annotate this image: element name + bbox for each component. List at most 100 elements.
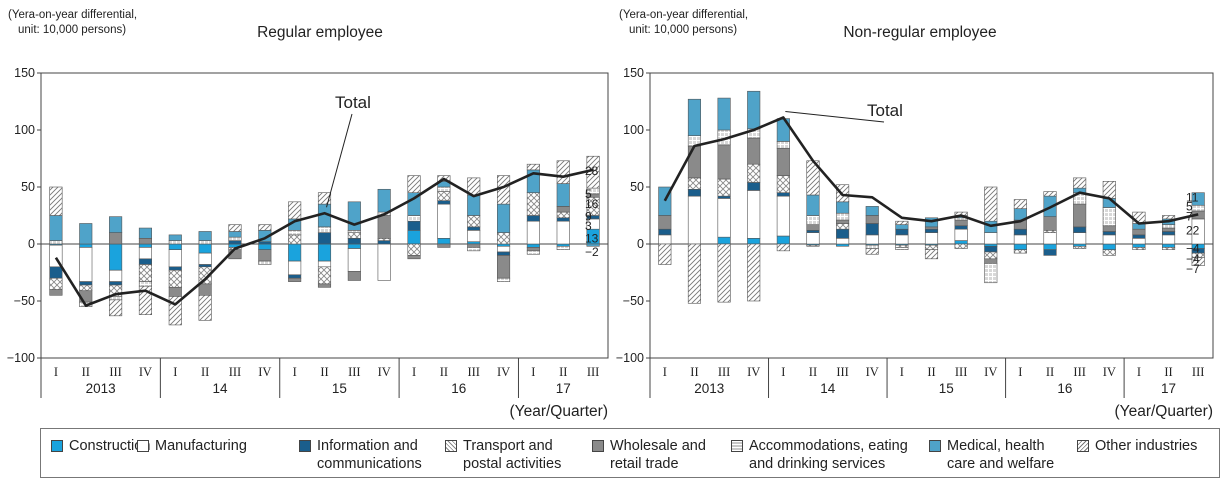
chart-title: Regular employee — [257, 24, 383, 41]
x-tick-label: I — [900, 365, 904, 379]
bar-information-and-communications — [49, 266, 63, 279]
bar-information-and-communications — [138, 258, 152, 265]
end-label: 9 — [585, 210, 592, 224]
year-label: 17 — [1161, 381, 1176, 396]
bar-information-and-communications — [806, 230, 820, 233]
bar-information-and-communications — [717, 195, 731, 199]
bar-information-and-communications — [895, 228, 909, 236]
bar-medical-health-care-and-welfare — [865, 206, 879, 216]
bar-information-and-communications — [924, 228, 939, 233]
x-tick-label: II — [559, 365, 567, 379]
bar-accommodations-eating-and-drinking-services — [895, 247, 909, 250]
bar-construction — [138, 243, 152, 248]
x-tick-label: III — [955, 365, 968, 379]
bar-medical-health-care-and-welfare — [198, 231, 212, 241]
bar-transport-and-postal-activities — [437, 191, 451, 201]
bar-accommodations-eating-and-drinking-services — [865, 244, 879, 249]
regular-employee-chart: −100 −50 0 50 100 150 (Yera-on-year differenti… — [7, 9, 609, 420]
y-tick-label: 100 — [14, 123, 35, 137]
end-label: 28 — [585, 164, 599, 178]
bar-other-industries — [1043, 191, 1057, 197]
legend-label: Other industries — [1095, 438, 1198, 454]
bar-other-industries — [895, 220, 909, 225]
bar-other-industries — [984, 186, 998, 222]
bar-transport-and-postal-activities — [1073, 245, 1087, 249]
bar-medical-health-care-and-welfare — [79, 223, 93, 245]
bar-transport-and-postal-activities — [556, 211, 570, 219]
bar-accommodations-eating-and-drinking-services — [497, 277, 511, 282]
x-tick-label: II — [927, 365, 935, 379]
bar-transport-and-postal-activities — [776, 175, 790, 194]
year-label: 15 — [332, 381, 347, 396]
bar-information-and-communications — [865, 223, 879, 236]
bar-wholesale-and-retail-trade — [747, 137, 761, 165]
bar-other-industries — [747, 243, 761, 302]
bar-construction — [1043, 243, 1057, 250]
x-tick-label: I — [173, 365, 177, 379]
bar-manufacturing — [497, 245, 511, 253]
bar-other-industries — [258, 224, 272, 231]
bar-transport-and-postal-activities — [288, 234, 302, 245]
bar-wholesale-and-retail-trade — [776, 147, 790, 176]
y-tick-label: 50 — [21, 180, 35, 194]
bar-wholesale-and-retail-trade — [1132, 228, 1146, 236]
bar-construction — [1102, 243, 1116, 250]
bar-manufacturing — [377, 243, 391, 281]
bar-information-and-communications — [1102, 231, 1116, 236]
x-tick-label: III — [718, 365, 731, 379]
legend-item-other-industries: Other industries — [1077, 437, 1197, 455]
bar-accommodations-eating-and-drinking-services — [836, 212, 850, 221]
bar-other-industries — [1191, 257, 1205, 266]
bar-wholesale-and-retail-trade — [687, 145, 701, 179]
x-tick-label: II — [1164, 365, 1172, 379]
x-tick-label: IV — [258, 365, 271, 379]
x-tick-label: I — [1137, 365, 1141, 379]
x-tick-label: II — [440, 365, 448, 379]
bar-accommodations-eating-and-drinking-services — [1191, 204, 1205, 212]
total-line — [54, 168, 594, 307]
bar-accommodations-eating-and-drinking-services — [776, 141, 790, 149]
bar-wholesale-and-retail-trade — [556, 206, 570, 213]
legend: Construction Manufacturing Information and… — [40, 428, 1220, 478]
y-tick-label: 100 — [623, 123, 644, 137]
bar-information-and-communications — [1132, 234, 1146, 239]
end-label: 22 — [1186, 223, 1200, 237]
bar-wholesale-and-retail-trade — [198, 283, 212, 296]
bar-other-industries — [1013, 199, 1027, 209]
bar-manufacturing — [954, 228, 968, 241]
x-tick-label: II — [82, 365, 90, 379]
bar-information-and-communications — [79, 281, 93, 286]
bar-accommodations-eating-and-drinking-services — [984, 263, 998, 284]
year-label: 2013 — [86, 381, 116, 396]
bar-wholesale-and-retail-trade — [836, 219, 850, 224]
y-axis-label: (Yera-on-year differential, unit: 10,000 … — [619, 9, 748, 36]
bar-wholesale-and-retail-trade — [984, 258, 998, 264]
x-tick-label: III — [467, 365, 480, 379]
y-tick-label: −50 — [14, 294, 35, 308]
bar-other-industries — [1162, 215, 1176, 220]
bar-wholesale-and-retail-trade — [526, 247, 540, 252]
total-annotation-label: Total — [335, 93, 371, 112]
bar-other-industries — [1132, 211, 1146, 224]
bar-construction — [526, 243, 540, 248]
bar-construction — [1132, 243, 1146, 248]
bar-other-industries — [687, 243, 701, 304]
legend-swatch — [445, 440, 457, 452]
bar-construction — [258, 243, 272, 250]
bar-information-and-communications — [288, 274, 302, 279]
bar-medical-health-care-and-welfare — [347, 201, 361, 231]
bar-accommodations-eating-and-drinking-services — [437, 186, 451, 192]
plot-frame — [649, 72, 1214, 359]
bar-medical-health-care-and-welfare — [377, 188, 391, 213]
bar-construction — [556, 243, 570, 247]
bar-construction — [836, 243, 850, 247]
bar-accommodations-eating-and-drinking-services — [198, 240, 212, 245]
bar-construction — [109, 243, 123, 271]
bar-accommodations-eating-and-drinking-services — [526, 250, 540, 255]
bar-information-and-communications — [556, 217, 570, 222]
end-label: 16 — [585, 197, 599, 211]
bar-construction — [717, 236, 731, 245]
legend-swatch — [592, 440, 604, 452]
bar-other-industries — [109, 299, 123, 317]
total-annotation-label: Total — [867, 101, 903, 120]
